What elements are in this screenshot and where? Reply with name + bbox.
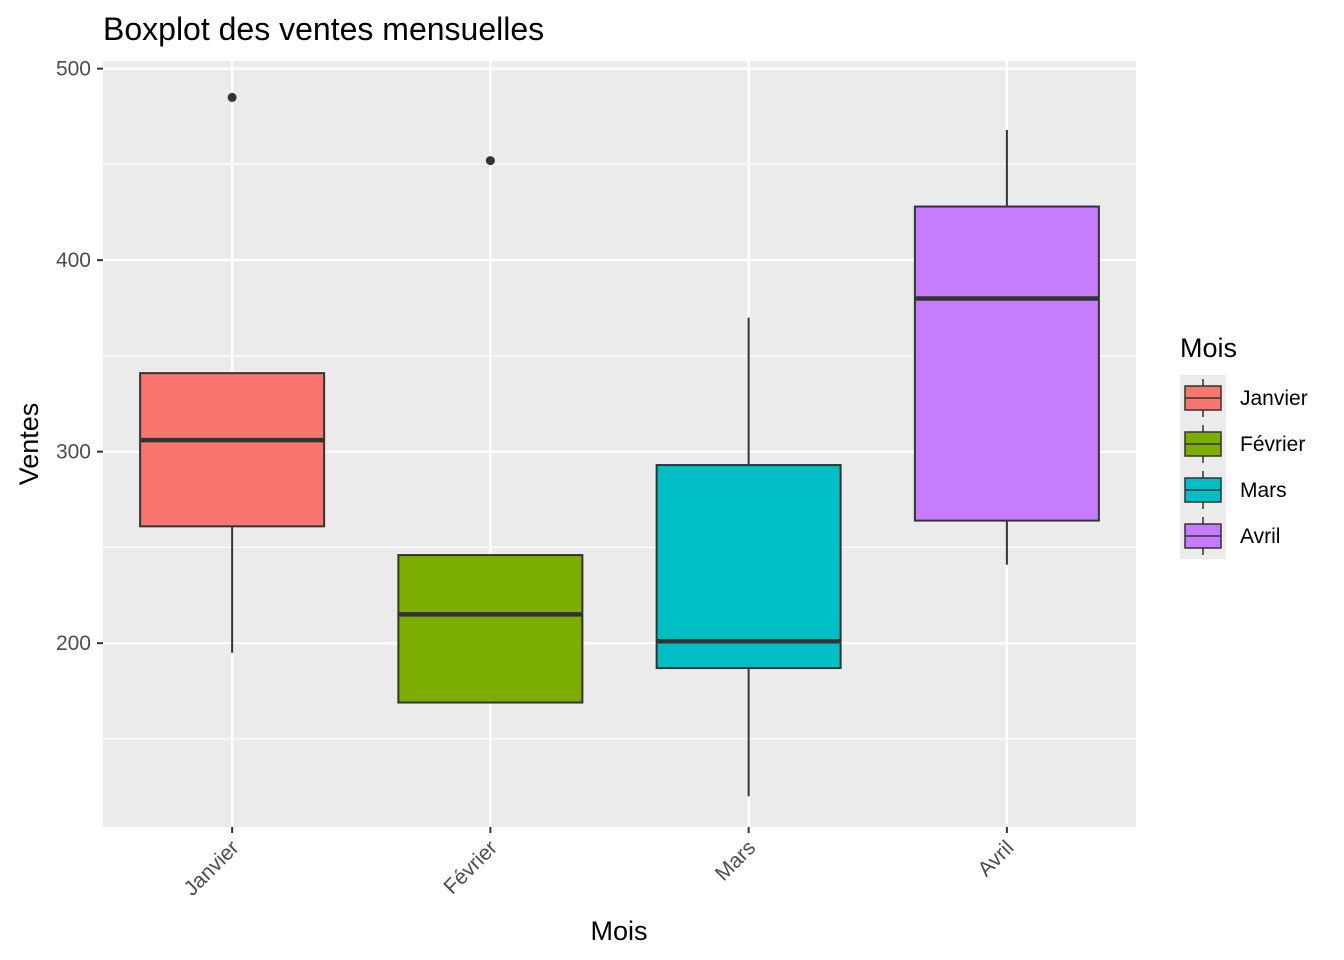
x-axis-title: Mois — [590, 916, 647, 946]
legend-label: Avril — [1240, 525, 1280, 548]
legend-label: Janvier — [1240, 387, 1308, 410]
x-axis: Janvier Février Mars Avril — [180, 827, 1019, 900]
box-body — [139, 372, 326, 528]
legend-label: Mars — [1240, 479, 1287, 502]
legend-item-mars: Mars — [1184, 471, 1287, 509]
box-mars — [655, 317, 842, 797]
box-body — [397, 554, 584, 704]
y-axis: 200 300 400 500 — [56, 58, 103, 655]
legend-item-février: Février — [1184, 425, 1305, 463]
boxes-layer — [139, 92, 1100, 797]
box-avril — [913, 129, 1100, 565]
legend-item-janvier: Janvier — [1184, 379, 1308, 417]
x-tick-label: Mars — [711, 836, 760, 885]
legend-items: Janvier Février Mars Avril — [1180, 375, 1308, 559]
box-février — [397, 156, 584, 704]
y-tick-label: 400 — [56, 249, 91, 272]
y-tick-label: 300 — [56, 441, 91, 464]
box-body — [913, 205, 1100, 522]
box-janvier — [139, 92, 326, 653]
legend-label: Février — [1240, 433, 1305, 456]
outlier-point — [227, 92, 237, 102]
outlier-point — [485, 156, 495, 166]
legend-title: Mois — [1180, 333, 1237, 363]
legend: Mois Janvier Février Mars Avril — [1180, 333, 1308, 559]
y-tick-label: 500 — [56, 58, 91, 81]
y-tick-label: 200 — [56, 632, 91, 655]
legend-item-avril: Avril — [1184, 517, 1280, 555]
y-axis-title: Ventes — [14, 403, 44, 486]
chart-title: Boxplot des ventes mensuelles — [103, 11, 544, 47]
x-tick-label: Janvier — [180, 836, 244, 900]
x-tick-label: Février — [439, 836, 501, 898]
x-tick-label: Avril — [974, 836, 1019, 881]
box-body — [655, 464, 842, 670]
